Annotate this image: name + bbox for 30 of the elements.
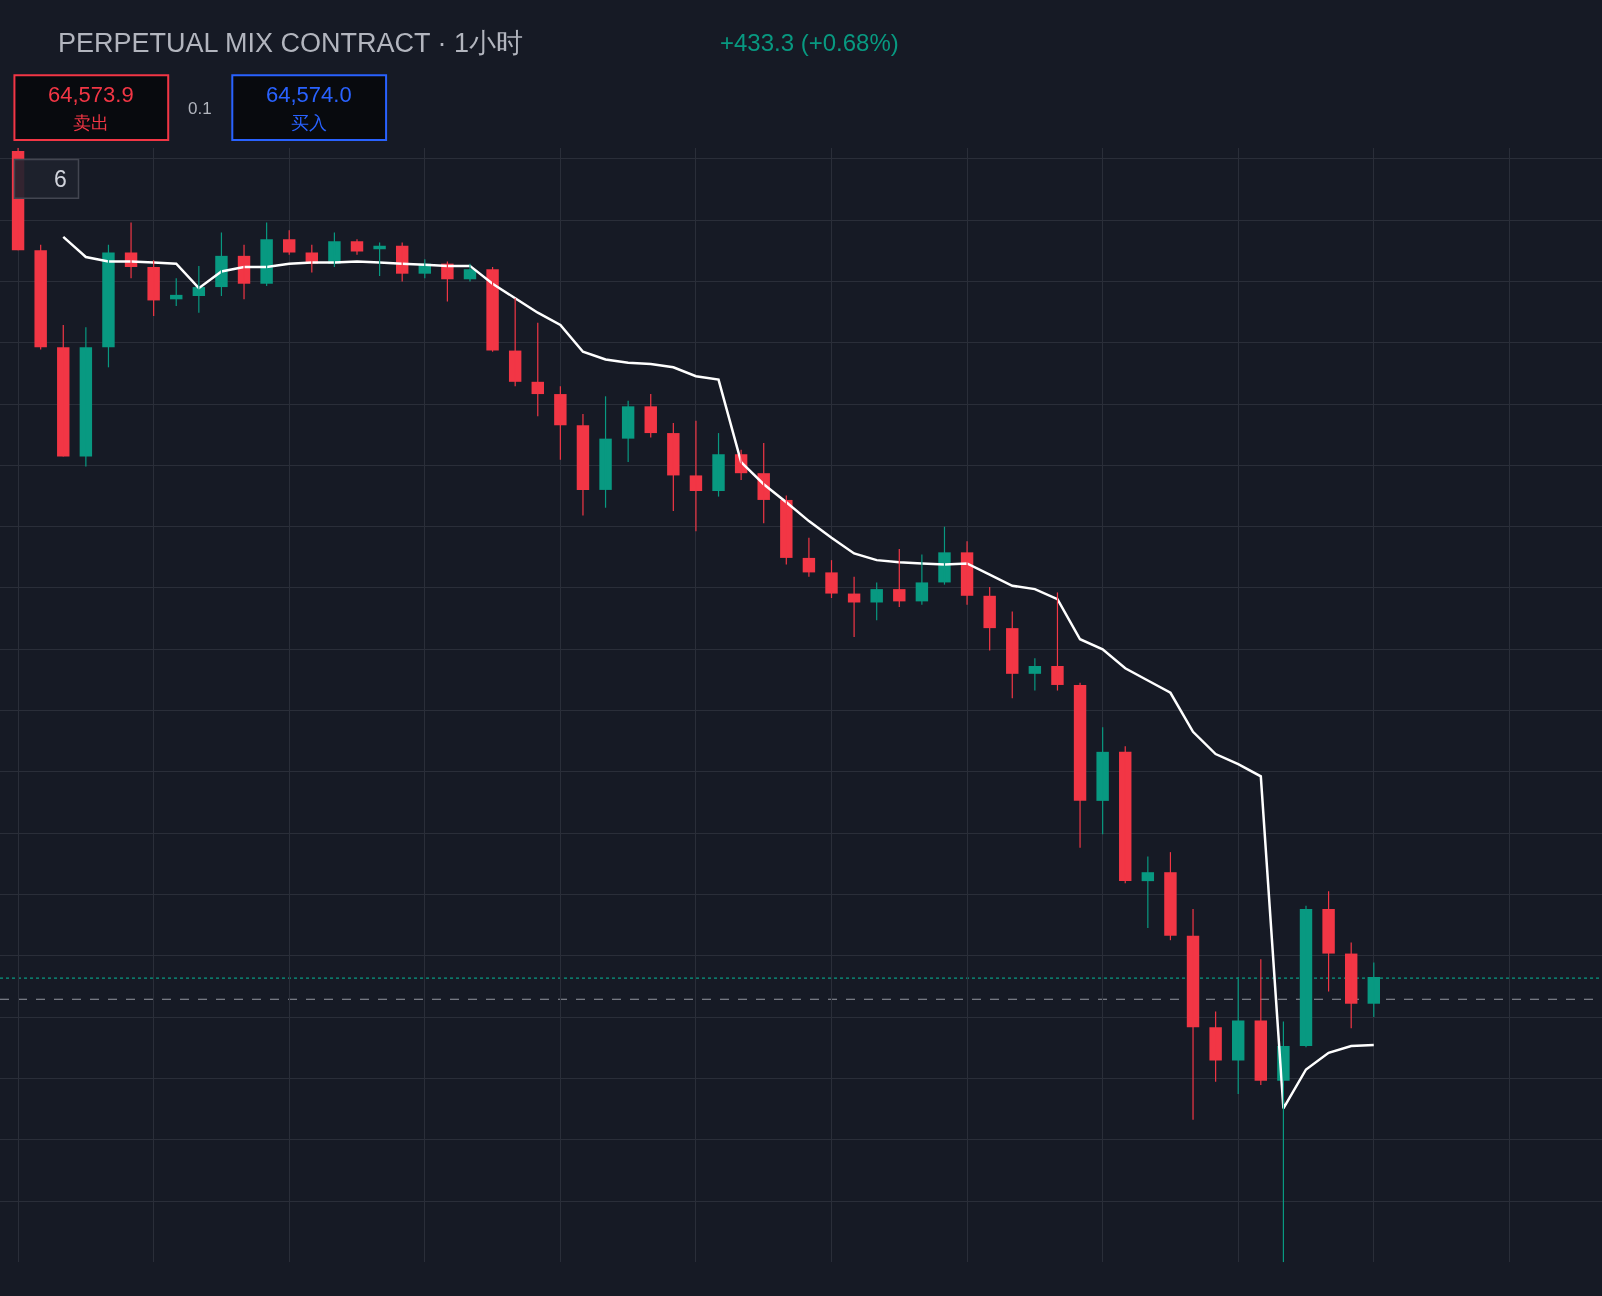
candlestick xyxy=(283,229,296,256)
candlestick xyxy=(1051,591,1064,692)
candlestick xyxy=(712,432,725,498)
annotation: 6 xyxy=(54,166,67,192)
text: 0.1 xyxy=(188,99,212,118)
candlestick xyxy=(102,244,115,368)
chart-title: PERPETUAL MIX CONTRACT · 1小时 xyxy=(58,28,524,58)
text: 64,574.0 xyxy=(266,82,352,107)
candlestick xyxy=(34,244,47,351)
text: 卖出 xyxy=(73,113,109,133)
candlestick xyxy=(983,586,996,652)
candlestick xyxy=(780,494,793,566)
candlestick xyxy=(260,221,273,287)
candlestick xyxy=(486,266,499,353)
text: 64,573.9 xyxy=(48,82,134,107)
candlestick xyxy=(1254,958,1268,1086)
candlestick xyxy=(893,548,906,608)
candlestick xyxy=(825,559,838,599)
candlestick xyxy=(667,422,680,512)
candlestick xyxy=(554,385,567,461)
candlestick xyxy=(1096,726,1109,835)
candlestick xyxy=(1164,851,1177,941)
text: 买入 xyxy=(291,113,327,133)
text: +433.3 (+0.68%) xyxy=(720,29,899,56)
candlestick xyxy=(599,395,612,509)
candlestick xyxy=(1209,1010,1222,1083)
candlestick xyxy=(147,259,160,317)
candlestick xyxy=(621,400,635,463)
candlestick xyxy=(870,581,883,621)
candlestick xyxy=(1322,890,1335,993)
